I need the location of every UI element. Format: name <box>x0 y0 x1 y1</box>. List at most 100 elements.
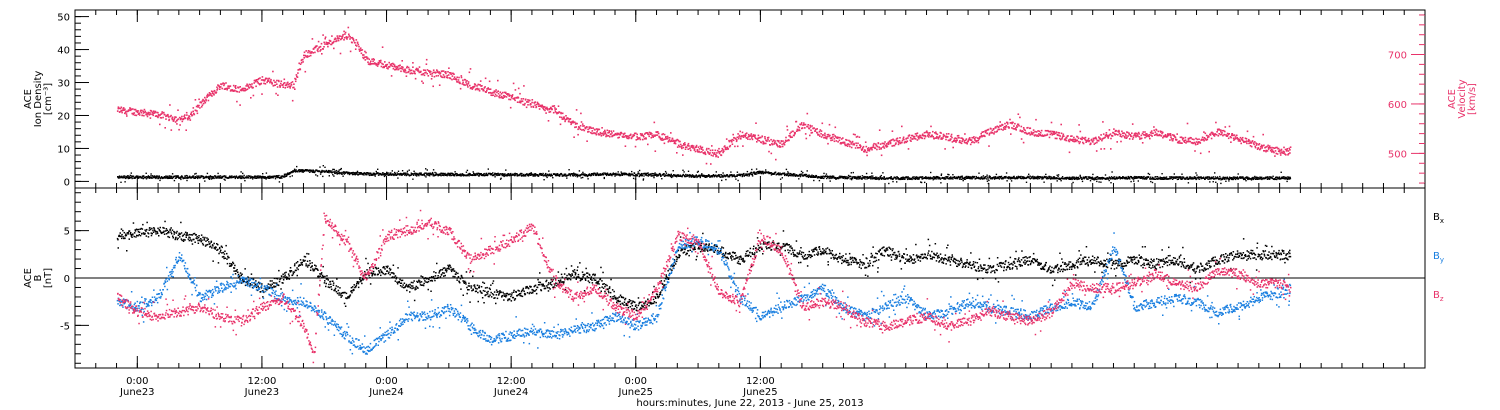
velocity-point <box>574 126 576 129</box>
density-point <box>850 177 853 180</box>
density-point <box>240 177 242 180</box>
density-point <box>493 174 496 176</box>
velocity-point <box>1205 134 1208 137</box>
density-point <box>788 174 791 176</box>
density-point <box>957 175 960 178</box>
velocity-point <box>1006 123 1009 125</box>
density-point <box>904 176 906 179</box>
velocity-point <box>1079 130 1082 133</box>
velocity-point <box>696 149 699 151</box>
density-point <box>671 175 673 177</box>
velocity-point <box>1271 149 1274 151</box>
density-point <box>704 175 706 177</box>
velocity-point <box>1276 153 1279 155</box>
density-point <box>257 175 259 177</box>
density-point <box>801 174 804 176</box>
velocity-point <box>390 75 393 77</box>
density-point <box>840 177 842 179</box>
density-point <box>197 177 199 180</box>
density-point <box>581 173 583 175</box>
density-point <box>274 175 276 178</box>
velocity-point <box>184 114 186 116</box>
density-point <box>272 177 274 179</box>
velocity-point <box>775 142 777 145</box>
velocity-point <box>1055 131 1058 133</box>
velocity-point <box>693 147 695 149</box>
density-point <box>181 176 184 178</box>
velocity-point <box>832 133 835 136</box>
density-point <box>703 175 706 178</box>
velocity-point <box>670 132 672 134</box>
velocity-point <box>860 145 862 147</box>
velocity-point <box>124 111 127 114</box>
velocity-point <box>509 106 512 109</box>
density-point <box>1016 177 1019 180</box>
velocity-point <box>894 139 896 142</box>
velocity-point <box>1105 133 1107 136</box>
velocity-point <box>311 38 314 40</box>
density-point <box>289 172 292 174</box>
velocity-point <box>155 115 158 117</box>
velocity-point <box>731 143 734 145</box>
velocity-point <box>1278 150 1281 153</box>
density-point <box>641 175 643 177</box>
density-point <box>475 174 477 176</box>
velocity-point <box>1033 135 1036 137</box>
density-point <box>875 176 877 178</box>
density-point <box>118 175 121 177</box>
velocity-point <box>1265 149 1268 152</box>
velocity-point <box>439 72 442 74</box>
velocity-point <box>1159 131 1162 133</box>
velocity-point <box>832 136 834 138</box>
density-point <box>424 172 426 174</box>
velocity-point <box>298 68 300 71</box>
velocity-point <box>491 94 493 97</box>
density-point <box>994 176 996 178</box>
density-point <box>599 173 601 175</box>
density-point <box>729 175 731 177</box>
velocity-point <box>1019 129 1022 132</box>
density-point <box>917 176 919 179</box>
velocity-point <box>1275 152 1278 155</box>
velocity-point <box>1011 122 1013 125</box>
density-point <box>966 176 968 179</box>
velocity-point <box>458 76 460 79</box>
velocity-point <box>305 50 307 52</box>
velocity-point <box>1068 140 1071 143</box>
velocity-point <box>970 139 973 141</box>
velocity-point <box>758 140 761 142</box>
density-point <box>473 173 476 175</box>
density-point <box>969 177 971 180</box>
velocity-point <box>421 80 423 83</box>
density-point <box>448 174 450 176</box>
velocity-point <box>875 143 877 145</box>
velocity-point <box>801 127 804 129</box>
density-point <box>259 175 262 177</box>
velocity-point <box>206 96 208 98</box>
velocity-point <box>760 141 763 144</box>
velocity-point <box>462 79 464 81</box>
density-point <box>890 176 892 178</box>
velocity-point <box>703 152 705 155</box>
density-point <box>268 177 271 179</box>
density-point <box>779 174 781 176</box>
density-point <box>311 169 313 171</box>
velocity-point <box>371 63 374 65</box>
density-point <box>729 174 731 176</box>
velocity-point <box>1178 140 1181 142</box>
velocity-point <box>917 135 920 138</box>
density-point <box>529 172 531 175</box>
velocity-point <box>612 134 614 137</box>
velocity-point <box>1104 136 1106 139</box>
velocity-point <box>1170 138 1173 140</box>
density-point <box>267 175 269 178</box>
velocity-point <box>1005 125 1008 127</box>
density-point <box>218 177 220 179</box>
velocity-point <box>853 143 856 146</box>
velocity-point <box>1250 145 1253 148</box>
density-point <box>892 180 894 183</box>
velocity-point <box>393 64 396 67</box>
velocity-point <box>222 82 225 84</box>
velocity-point <box>1180 136 1183 138</box>
velocity-point <box>195 109 197 112</box>
